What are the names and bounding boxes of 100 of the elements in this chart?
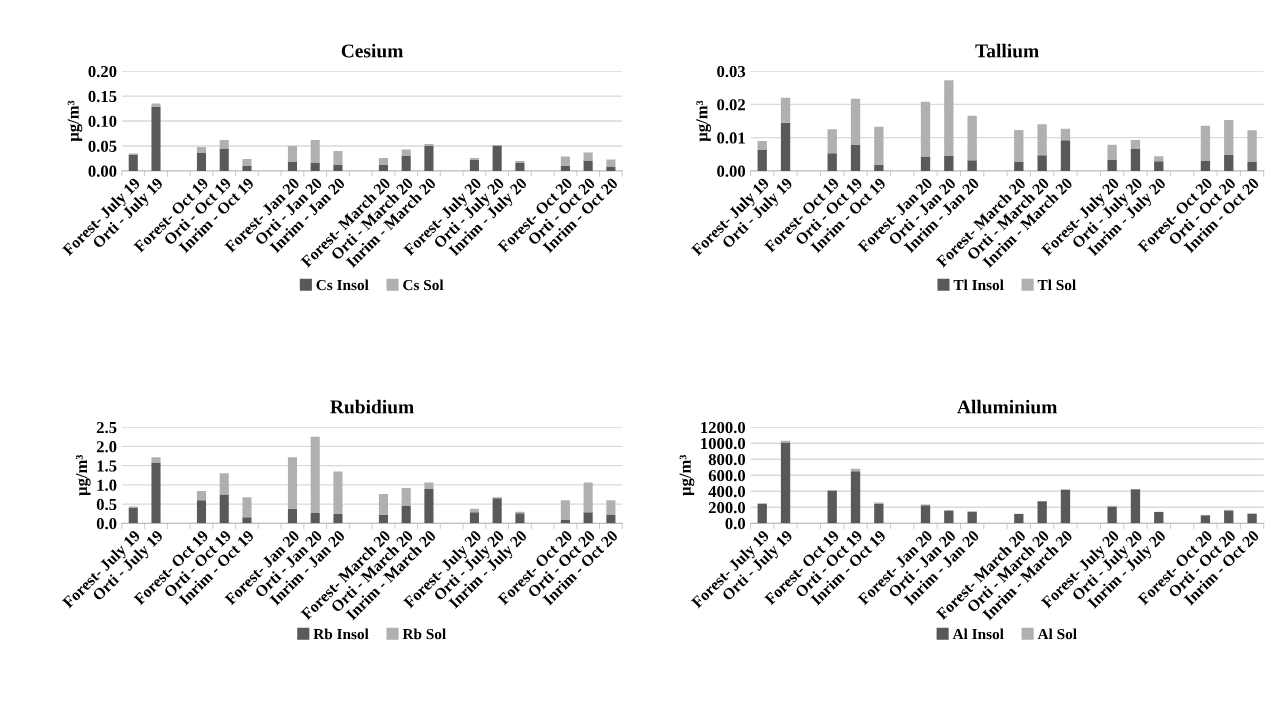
bar xyxy=(492,145,502,171)
y-tick-label: 1000.0 xyxy=(701,437,746,450)
legend-label: Tl Insol xyxy=(953,279,1004,291)
bar xyxy=(219,473,229,495)
bar xyxy=(1060,489,1071,524)
bar xyxy=(780,97,791,123)
bar xyxy=(287,161,298,171)
y-tick-label: 800.0 xyxy=(708,453,746,466)
bar xyxy=(219,139,229,149)
bar xyxy=(378,164,388,171)
y-tick-label: 0.05 xyxy=(88,140,117,152)
bar xyxy=(606,514,616,524)
legend-label: Tl Sol xyxy=(1037,279,1076,291)
y-tick-label: 1.5 xyxy=(97,460,117,472)
bar xyxy=(920,156,931,171)
bar xyxy=(850,144,861,171)
bar xyxy=(967,115,977,161)
bar xyxy=(1014,161,1024,171)
bar xyxy=(469,157,479,160)
bar xyxy=(1060,140,1071,171)
chart-title: Alluminium xyxy=(957,399,1058,414)
bar xyxy=(1130,148,1141,171)
y-tick-label: 0.20 xyxy=(88,65,117,78)
bar xyxy=(920,101,931,157)
y-tick-label: 200.0 xyxy=(708,502,746,514)
bar xyxy=(1200,515,1211,524)
bar xyxy=(196,146,207,153)
y-tick-label: 600.0 xyxy=(708,469,746,482)
bar xyxy=(128,154,138,171)
bar xyxy=(1014,130,1024,162)
bar xyxy=(1200,125,1211,161)
bar xyxy=(1247,130,1257,162)
bar xyxy=(333,514,343,524)
bar xyxy=(401,506,411,524)
bar xyxy=(1060,128,1071,141)
y-tick-label: 0.0 xyxy=(96,518,117,530)
bar xyxy=(1107,159,1117,171)
y-tick-label: 0.00 xyxy=(88,165,117,177)
legend-label: Al Insol xyxy=(952,628,1004,640)
bar xyxy=(1200,160,1211,171)
chart-title: Cesium xyxy=(341,43,404,58)
y-tick-label: 0.0 xyxy=(725,518,746,530)
bar xyxy=(874,126,884,165)
bar xyxy=(780,122,791,171)
y-axis-title: μg/m³ xyxy=(67,100,83,142)
legend-label: Cs Insol xyxy=(316,279,369,291)
bar xyxy=(310,512,320,524)
chart-title: Tallium xyxy=(975,43,1039,58)
bar xyxy=(401,487,411,507)
bar xyxy=(378,494,388,515)
bar xyxy=(310,139,320,163)
bar xyxy=(492,498,502,524)
bar xyxy=(151,107,161,171)
bar xyxy=(1247,161,1257,171)
bar xyxy=(469,512,479,524)
bar xyxy=(606,159,616,167)
bar xyxy=(850,471,861,524)
bar xyxy=(944,155,954,171)
bar xyxy=(1154,512,1164,524)
bar xyxy=(310,162,320,171)
bar xyxy=(424,145,434,171)
bar xyxy=(757,149,767,171)
bar xyxy=(1107,144,1117,160)
bar xyxy=(219,494,229,524)
bar xyxy=(583,160,593,171)
bar xyxy=(967,511,977,524)
bar xyxy=(401,149,411,156)
bar xyxy=(151,457,161,463)
bar xyxy=(1154,156,1164,162)
bar xyxy=(515,162,525,171)
bar xyxy=(242,158,252,166)
bar xyxy=(1037,155,1047,171)
y-tick-label: 0.5 xyxy=(96,498,117,511)
bar xyxy=(944,510,954,524)
y-tick-label: 0.00 xyxy=(717,165,746,177)
bar xyxy=(1224,154,1234,171)
bar xyxy=(424,482,434,490)
bar xyxy=(606,500,616,515)
y-axis-title: μg/m³ xyxy=(696,100,711,142)
bar xyxy=(196,152,207,171)
bar xyxy=(583,152,593,161)
bar xyxy=(219,148,229,171)
legend-label: Rb Sol xyxy=(402,628,446,640)
chart-title: Rubidium xyxy=(330,399,414,414)
y-tick-label: 0.10 xyxy=(88,115,117,128)
bar xyxy=(967,160,977,171)
bar xyxy=(1037,124,1047,156)
bar xyxy=(560,500,570,520)
bar xyxy=(242,497,252,518)
bar xyxy=(287,145,298,162)
bar xyxy=(378,157,388,165)
bar xyxy=(310,436,320,513)
bar xyxy=(606,166,616,171)
y-tick-label: 2.5 xyxy=(96,421,117,434)
bar xyxy=(401,155,411,171)
legend-label: Al Sol xyxy=(1037,628,1077,640)
bar xyxy=(151,103,161,108)
bar xyxy=(827,129,837,154)
bar xyxy=(583,482,593,513)
bar xyxy=(1014,514,1024,524)
